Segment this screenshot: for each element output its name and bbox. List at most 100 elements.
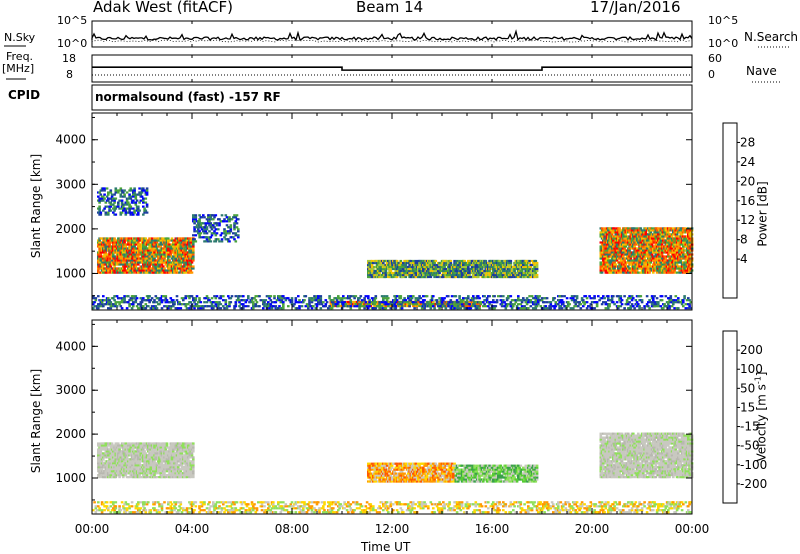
power-cell (130, 299, 134, 302)
power-cell (488, 273, 491, 277)
power-cell (217, 307, 220, 310)
power-cell (618, 247, 621, 250)
power-cell (118, 243, 121, 246)
power-cell (160, 243, 164, 246)
power-cell (132, 207, 135, 210)
power-cell (300, 305, 304, 308)
power-cell (94, 299, 98, 302)
power-cell (460, 303, 464, 306)
power-cell (407, 295, 410, 298)
power-cell (247, 297, 250, 300)
power-cell (128, 245, 131, 248)
power-cell (433, 307, 436, 310)
power-cell (423, 261, 426, 265)
power-cell (153, 257, 156, 260)
power-cell (520, 269, 524, 273)
power-cell (629, 257, 633, 260)
power-cell (375, 263, 379, 267)
power-cell (153, 299, 156, 302)
power-cell (649, 261, 653, 264)
power-cell (102, 209, 105, 212)
power-cell (134, 265, 138, 268)
power-cell (465, 299, 469, 302)
power-cell (158, 299, 161, 302)
power-cell (678, 237, 681, 240)
power-cell (158, 269, 161, 272)
power-cell (614, 241, 618, 244)
power-cell (414, 259, 418, 263)
power-cell (399, 301, 403, 304)
power-cell (600, 231, 604, 234)
power-cell (438, 263, 441, 267)
power-cell (104, 251, 108, 254)
power-cell (622, 229, 625, 232)
power-cell (232, 236, 235, 239)
power-cell (404, 301, 408, 304)
power-cell (142, 197, 145, 200)
power-cell (117, 203, 120, 206)
power-cell (154, 295, 158, 298)
power-cell (679, 271, 683, 274)
power-cell (404, 263, 408, 267)
power-cell (215, 301, 219, 304)
power-cell (147, 305, 150, 308)
power-cell (205, 295, 209, 298)
power-cell (409, 295, 413, 298)
power-cell (133, 209, 136, 212)
power-cell (669, 259, 673, 262)
power-cell (130, 297, 134, 300)
power-cell (383, 267, 386, 271)
power-cell (113, 201, 116, 204)
power-cell (224, 303, 228, 306)
power-cell (657, 233, 660, 236)
power-cell (642, 247, 645, 250)
power-cell (218, 218, 221, 221)
power-cell (228, 220, 231, 223)
power-cell (119, 193, 123, 196)
power-cell (382, 301, 385, 304)
power-cell (677, 265, 680, 268)
power-cell (233, 224, 236, 227)
power-cell (274, 301, 278, 304)
power-cell (414, 303, 418, 306)
power-cell (422, 269, 425, 273)
power-cell (507, 271, 510, 275)
power-cell (205, 228, 209, 231)
power-cell (142, 187, 145, 190)
power-cell (513, 269, 516, 273)
power-cell (612, 259, 615, 262)
power-cell (283, 297, 286, 300)
power-cell (113, 299, 116, 302)
power-cell (377, 261, 380, 265)
power-cell (185, 307, 189, 310)
power-cell (178, 301, 181, 304)
power-cell (427, 275, 430, 279)
power-cell (623, 259, 626, 262)
power-cell (684, 259, 688, 262)
power-cell (123, 195, 126, 198)
power-cell (109, 249, 113, 252)
power-cell (192, 265, 195, 268)
power-cell (192, 216, 195, 219)
power-cell (152, 267, 155, 270)
power-cell (482, 305, 485, 308)
power-cell (654, 259, 658, 262)
power-cell (169, 301, 173, 304)
power-cell (98, 209, 101, 212)
power-cell (120, 189, 124, 192)
power-cell (535, 263, 539, 267)
power-cell (400, 305, 404, 308)
power-cell (209, 240, 213, 243)
power-cell (213, 230, 216, 233)
power-cell (112, 203, 115, 206)
power-cell (173, 301, 176, 304)
power-cell (237, 236, 240, 239)
power-cell (602, 257, 605, 260)
power-cell (464, 307, 468, 310)
power-cell (612, 249, 615, 252)
power-cell (437, 269, 440, 273)
power-cell (620, 253, 624, 256)
power-cell (434, 269, 438, 273)
power-cell (128, 299, 131, 302)
power-cell (125, 203, 129, 206)
